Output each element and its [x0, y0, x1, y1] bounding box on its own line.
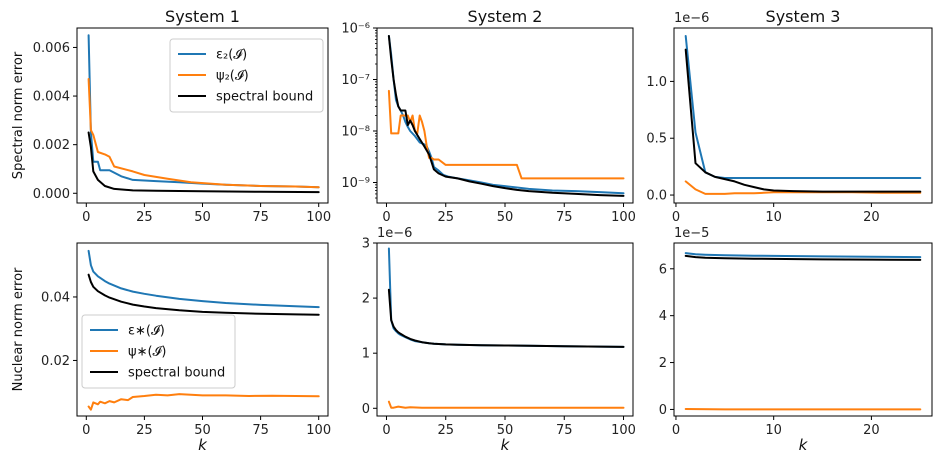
spectral-system-2-series-2 — [387, 35, 625, 197]
nuclear-system-3-series-0 — [684, 252, 922, 259]
nuclear-system-1-series-0 — [87, 249, 320, 309]
x-tick-label: 10 — [765, 423, 782, 438]
legend-box — [169, 38, 324, 113]
x-tick-label: 75 — [252, 210, 269, 225]
nuclear-system-2-series-0 — [387, 247, 625, 348]
y-tick-label: 1 — [362, 347, 370, 362]
y-tick-label: 0.000 — [33, 187, 70, 202]
nuclear-system-3-frame — [673, 242, 933, 417]
spectral-system-2-frame — [376, 27, 634, 204]
spectral-system-2-series-0 — [387, 35, 625, 195]
spectral-system-1-series-2 — [87, 131, 320, 194]
y-tick-label: 1.0 — [646, 75, 667, 90]
y-tick-label: 2 — [659, 356, 667, 371]
y-tick-label: 4 — [659, 309, 667, 324]
x-tick-label: 50 — [497, 210, 514, 225]
nuclear-system-1-series-2 — [87, 273, 320, 316]
y-tick-label: 0.04 — [41, 290, 70, 305]
nuclear-system-2-series-2 — [387, 288, 625, 348]
legend-label: ψ₂(𝓘) — [216, 69, 249, 84]
legend-label: ε₂(𝓘) — [216, 48, 247, 63]
x-tick-label: 0 — [82, 210, 90, 225]
spectral-system-3-frame — [673, 27, 933, 204]
spectral-system-3-series-2 — [684, 48, 922, 193]
x-tick-label: 50 — [194, 423, 211, 438]
x-tick-label: 25 — [437, 210, 454, 225]
spectral-system-1-series-1 — [87, 78, 320, 189]
x-tick-label: 100 — [306, 423, 331, 438]
panel-title: System 2 — [468, 7, 543, 26]
x-tick-label: 10 — [765, 210, 782, 225]
x-tick-label: 75 — [556, 423, 573, 438]
x-tick-label: 75 — [252, 423, 269, 438]
axis-offset-label: 1e−5 — [674, 226, 709, 241]
legend-label: spectral bound — [128, 366, 225, 381]
x-axis-label: k — [501, 436, 511, 454]
panel-title: System 3 — [766, 7, 841, 26]
x-tick-label: 0 — [382, 210, 390, 225]
x-tick-label: 20 — [863, 423, 880, 438]
x-tick-label: 25 — [136, 210, 153, 225]
x-tick-label: 50 — [497, 423, 514, 438]
y-tick-label: 10⁻⁶ — [341, 22, 370, 37]
y-tick-label: 0.0 — [646, 189, 667, 204]
y-axis-label: Spectral norm error — [11, 51, 26, 179]
y-tick-label: 10⁻⁸ — [341, 125, 370, 140]
nuclear-system-3-series-2 — [684, 254, 922, 261]
spectral-system-3-series-0 — [684, 35, 922, 179]
x-tick-label: 50 — [194, 210, 211, 225]
nuclear-system-2-frame — [376, 242, 634, 417]
y-tick-label: 0 — [659, 403, 667, 418]
y-tick-label: 6 — [659, 262, 667, 277]
axis-offset-label: 1e−6 — [377, 226, 412, 241]
panel-title: System 1 — [165, 7, 240, 26]
y-axis-label: Nuclear norm error — [11, 267, 26, 391]
legend-box — [81, 314, 236, 389]
x-tick-label: 100 — [306, 210, 331, 225]
x-tick-label: 0 — [672, 210, 680, 225]
y-tick-label: 0 — [362, 402, 370, 417]
y-tick-label: 0.006 — [33, 41, 70, 56]
x-tick-label: 25 — [136, 423, 153, 438]
y-tick-label: 3 — [362, 237, 370, 252]
x-tick-label: 100 — [611, 210, 636, 225]
y-tick-label: 0.002 — [33, 138, 70, 153]
y-tick-label: 0.004 — [33, 90, 70, 105]
nuclear-system-2-series-1 — [387, 400, 625, 409]
y-tick-label: 0.5 — [646, 132, 667, 147]
y-tick-label: 10⁻⁹ — [341, 176, 370, 191]
y-tick-label: 0.02 — [41, 354, 70, 369]
x-tick-label: 25 — [437, 423, 454, 438]
legend-label: spectral bound — [216, 90, 313, 105]
legend-label: ε∗(𝓘) — [128, 324, 165, 339]
x-axis-label: k — [198, 436, 208, 454]
x-tick-label: 20 — [863, 210, 880, 225]
x-axis-label: k — [799, 436, 809, 454]
spectral-system-2-series-1 — [387, 89, 625, 180]
y-tick-label: 2 — [362, 292, 370, 307]
y-tick-label: 10⁻⁷ — [341, 73, 370, 88]
nuclear-system-1-series-1 — [87, 393, 320, 411]
x-tick-label: 100 — [611, 423, 636, 438]
x-tick-label: 75 — [556, 210, 573, 225]
x-tick-label: 0 — [82, 423, 90, 438]
x-tick-label: 0 — [672, 423, 680, 438]
legend-label: ψ∗(𝓘) — [128, 345, 166, 360]
axis-offset-label: 1e−6 — [674, 11, 709, 26]
x-tick-label: 0 — [382, 423, 390, 438]
